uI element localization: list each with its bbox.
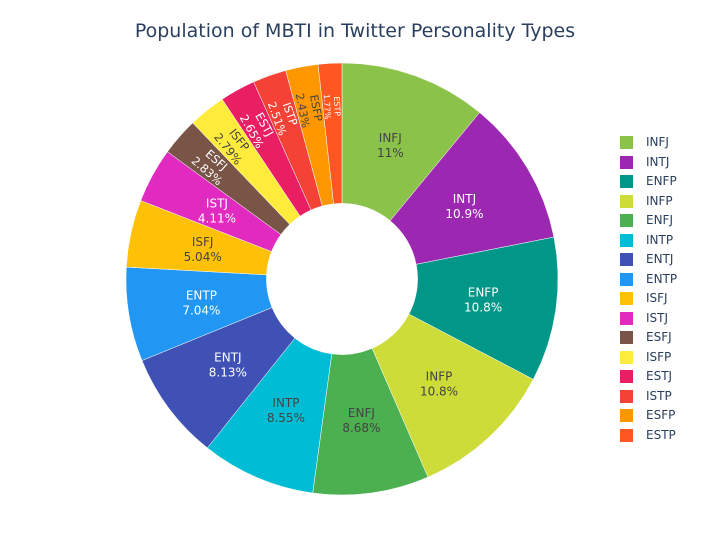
legend-swatch [620,155,633,169]
legend-label: ENTP [646,271,678,286]
legend-label: ENTJ [646,252,674,266]
legend-swatch [620,175,633,188]
legend-label: ISTJ [646,310,669,325]
legend-swatch [620,233,633,247]
slice-percent-enfj: 8.68% [342,421,380,435]
legend-swatch [620,331,633,344]
legend-label: ENFP [646,174,677,188]
chart-title: Population of MBTI in Twitter Personalit… [134,20,576,42]
slice-name-infp: INFP [426,369,453,383]
legend-label: ESFP [646,408,676,422]
legend-swatch [620,253,633,266]
slice-name-intj: INTJ [453,192,476,206]
slice-name-infj: INFJ [379,131,402,145]
slice-percent-esfp: 2.43% [293,92,312,129]
slice-infj[interactable] [341,62,481,222]
legend-label: INTJ [646,154,670,169]
slice-percent-infp: 10.8% [420,384,458,398]
legend-label: INTP [646,232,674,247]
legend-swatch [620,409,633,422]
slice-percent-isfj: 5.04% [184,250,222,264]
slice-percent-entj: 8.13% [209,365,247,379]
legend-swatch [620,428,633,442]
slice-percent-istj: 4.11% [198,212,236,226]
legend-label: ESTJ [646,369,673,383]
slice-name-estp: ESTP [332,96,342,116]
legend-label: ISTP [646,388,672,403]
legend-swatch [620,292,633,305]
slice-percent-enfp: 10.8% [464,300,502,314]
legend-swatch [620,350,633,364]
slice-percent-infj: 11% [377,146,404,160]
slice-percent-intj: 10.9% [445,207,483,221]
legend-swatch [620,370,633,383]
legend-label: INFJ [646,135,669,149]
slice-name-esfp: ESFP [307,94,325,123]
legend-label: ENFJ [646,213,673,227]
legend-label: ESFJ [646,330,672,344]
legend-label: ISFJ [646,291,668,305]
slice-percent-intp: 8.55% [267,411,305,425]
slice-name-enfj: ENFJ [348,406,375,420]
slice-percent-entp: 7.04% [182,304,220,318]
legend-swatch [620,389,633,403]
legend-swatch [620,272,633,286]
slice-name-entj: ENTJ [214,350,241,364]
slice-name-intp: INTP [272,396,299,410]
legend-label: INFP [646,193,673,208]
legend-label: ISFP [646,349,672,364]
legend-label: ESTP [646,427,676,442]
slice-name-enfp: ENFP [468,285,499,299]
slice-percent-estp: 1.77% [322,94,332,120]
legend-swatch [620,311,633,325]
slice-name-isfj: ISFJ [192,235,214,249]
legend-swatch [620,214,633,227]
slice-intj[interactable] [389,112,555,265]
slice-name-istj: ISTJ [206,197,228,211]
legend-swatch [620,194,633,208]
slice-name-entp: ENTP [186,289,217,303]
slice-estp[interactable] [317,62,343,205]
legend-swatch [620,136,633,149]
